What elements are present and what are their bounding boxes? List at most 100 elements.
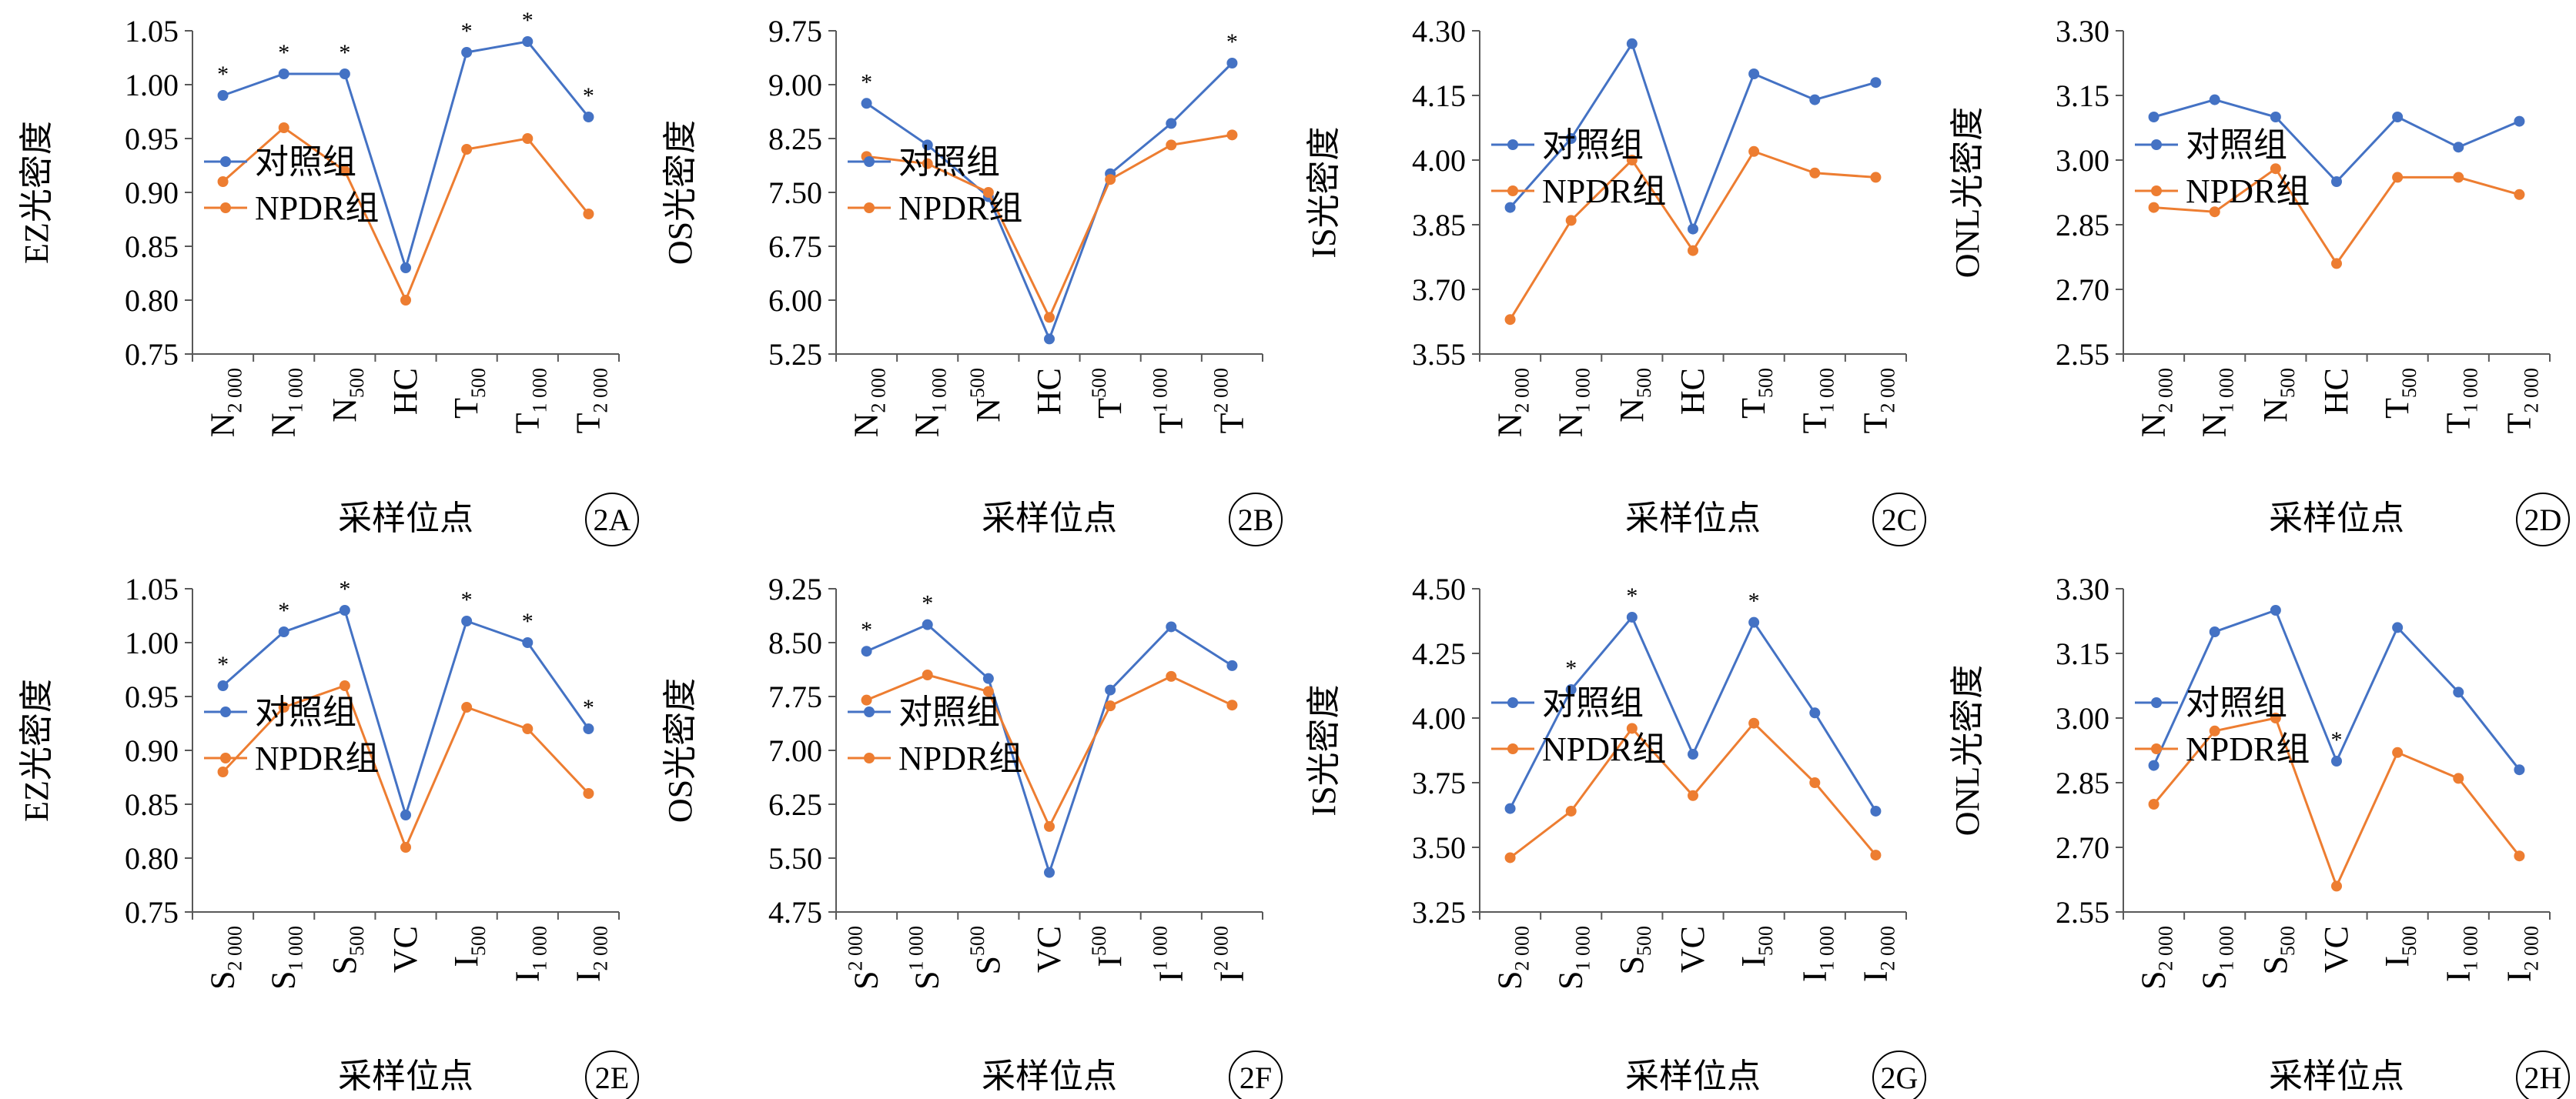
legend-entry: 对照组 — [898, 143, 1000, 181]
legend-entry: 对照组 — [255, 143, 356, 181]
data-point — [400, 810, 411, 820]
x-tick-label: I500 — [1735, 926, 1777, 967]
x-tick-label: N1 000 — [908, 368, 951, 437]
significance-marker: * — [522, 609, 534, 634]
significance-marker: * — [861, 617, 872, 643]
x-tick-label: T2 000 — [1856, 368, 1899, 433]
panel-label-circle — [585, 1051, 639, 1099]
x-tick-label: N1 000 — [2196, 368, 2238, 437]
legend-marker — [864, 156, 875, 167]
data-point — [1626, 723, 1638, 734]
y-tick-label: 6.75 — [768, 229, 822, 264]
data-point — [217, 680, 229, 691]
y-tick-label: 1.00 — [125, 626, 179, 660]
data-point — [522, 723, 534, 734]
panel-label-circle — [1872, 1051, 1926, 1099]
data-point — [922, 139, 933, 151]
significance-marker: * — [217, 652, 229, 677]
data-point — [2209, 725, 2220, 737]
data-point — [461, 47, 473, 58]
panel-label: 2E — [595, 1061, 629, 1095]
x-tick-label: N2 000 — [2135, 368, 2177, 437]
panel-label-circle — [585, 493, 639, 546]
y-tick-label: 0.90 — [125, 733, 179, 768]
y-tick-label: 9.75 — [768, 14, 822, 48]
significance-marker: * — [461, 587, 473, 613]
x-tick-label: N500 — [2257, 368, 2299, 423]
x-tick-label: N1 000 — [1552, 368, 1594, 437]
x-tick-label: T1 000 — [2439, 368, 2481, 433]
data-point — [583, 112, 594, 122]
x-tick-label: N2 000 — [848, 368, 890, 437]
x-tick-label: VC — [386, 926, 424, 973]
significance-marker: * — [2331, 727, 2343, 753]
data-point — [2453, 686, 2464, 698]
data-point — [1504, 314, 1516, 326]
x-tick-label: I2 000 — [1856, 926, 1899, 982]
x-tick-label: T1 000 — [508, 368, 550, 433]
data-point — [1688, 749, 1698, 760]
x-tick-label: S500 — [1613, 926, 1655, 974]
y-tick-label: 0.75 — [125, 337, 179, 372]
data-point — [339, 680, 350, 691]
x-tick-label: S1 000 — [265, 926, 307, 990]
y-tick-label: 3.00 — [2056, 143, 2109, 178]
y-axis-label: OS光密度 — [661, 120, 699, 265]
x-axis-label: 采样位点 — [982, 499, 1117, 537]
significance-marker: * — [1226, 29, 1238, 55]
data-point — [278, 702, 289, 713]
chart-panel-2C: 4.30 4.15 4.00 3.85 3.70 3.55 IS光密度 N2 000 N1 00… — [1305, 14, 1926, 546]
significance-marker: * — [1565, 656, 1577, 681]
y-axis-label: OS光密度 — [661, 678, 699, 823]
data-point — [1166, 621, 1177, 633]
data-point — [278, 122, 289, 133]
data-point — [2453, 773, 2464, 784]
data-point — [2392, 112, 2404, 122]
y-tick-label: 3.25 — [1412, 895, 1466, 930]
data-point — [522, 637, 534, 648]
significance-marker: * — [861, 69, 872, 95]
data-point — [861, 694, 872, 706]
panel-label: 2G — [1881, 1061, 1919, 1095]
chart-panel-2G: 4.50 4.25 4.00 3.75 3.50 3.25 IS光密度 S2 000 S1 00… — [1305, 572, 1926, 1099]
legend-entry: NPDR组 — [2186, 730, 2310, 768]
x-tick-label: VC — [1674, 926, 1711, 973]
data-point — [1748, 145, 1760, 157]
legend-marker — [220, 706, 231, 717]
legend-entry: 对照组 — [2186, 126, 2287, 164]
data-point — [1809, 94, 1821, 105]
data-point — [861, 98, 872, 109]
data-point — [1226, 660, 1238, 671]
x-axis-label: 采样位点 — [1625, 1057, 1761, 1095]
y-tick-label: 2.85 — [2056, 766, 2109, 800]
chart-panel-2E: 1.05 1.00 0.95 0.90 0.85 0.80 0.75 EZ光密度 S2 000 S… — [18, 572, 639, 1099]
x-tick-label: I1 000 — [508, 926, 550, 982]
data-point — [1044, 867, 1055, 878]
x-tick-label: N500 — [326, 368, 368, 423]
legend-marker — [864, 202, 875, 213]
y-tick-label: 3.30 — [2056, 14, 2109, 48]
significance-marker: * — [339, 576, 350, 602]
legend-entry: NPDR组 — [898, 189, 1022, 227]
y-tick-label: 3.00 — [2056, 701, 2109, 736]
legend-marker — [1507, 185, 1518, 196]
x-axis-label: 采样位点 — [2269, 499, 2404, 537]
data-point — [2270, 163, 2281, 175]
data-point — [400, 262, 411, 273]
y-tick-label: 3.75 — [1412, 766, 1466, 800]
y-tick-label: 0.80 — [125, 283, 179, 318]
data-point — [2453, 172, 2464, 183]
data-point — [1626, 155, 1638, 165]
data-point — [1748, 616, 1760, 628]
data-point — [2270, 112, 2281, 122]
y-tick-label: 4.25 — [1412, 636, 1466, 671]
data-point — [1809, 707, 1821, 719]
legend-marker — [2151, 185, 2162, 196]
y-tick-label: 0.85 — [125, 229, 179, 264]
data-point — [583, 209, 594, 219]
legend-marker — [864, 706, 875, 717]
legend-marker — [220, 202, 231, 213]
data-point — [1166, 118, 1177, 129]
y-axis-label: ONL光密度 — [1949, 107, 1986, 278]
data-point — [217, 767, 229, 777]
